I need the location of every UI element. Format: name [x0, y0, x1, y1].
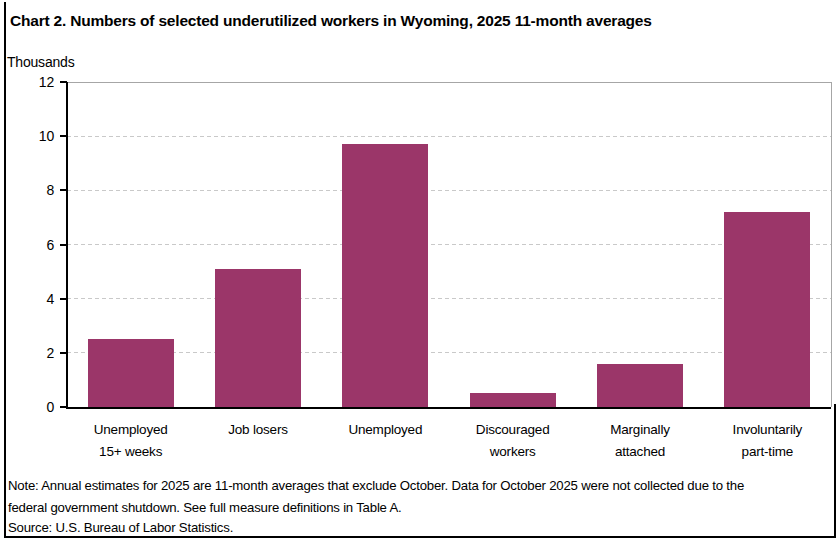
- plot-border-top: [67, 82, 831, 83]
- plot-border-right: [831, 82, 832, 407]
- gridline-8: [67, 190, 831, 191]
- bar-discouraged-workers: [470, 393, 556, 407]
- x-axis-label-marginally-attached: Marginallyattached: [569, 419, 710, 463]
- x-axis-label-line: Unemployed: [315, 419, 456, 441]
- x-axis-label-line: Job losers: [187, 419, 328, 441]
- x-axis-label-line: part-time: [697, 441, 836, 463]
- bar-unemployed: [342, 144, 428, 407]
- x-axis-label-line: Involuntarily: [697, 419, 836, 441]
- x-axis-label-discouraged-workers: Discouragedworkers: [442, 419, 583, 463]
- gridline-2: [67, 352, 831, 353]
- x-axis-label-involuntarily-part-time: Involuntarilypart-time: [697, 419, 836, 463]
- y-tick-label-2: 2: [6, 344, 54, 362]
- x-axis-label-unemployed: Unemployed: [315, 419, 456, 441]
- bar-marginally-attached: [597, 364, 683, 407]
- x-axis-label-unemployed-15-weeks: Unemployed15+ weeks: [60, 419, 201, 463]
- x-axis-label-line: workers: [442, 441, 583, 463]
- y-tick-label-6: 6: [6, 236, 54, 254]
- gridline-10: [67, 136, 831, 137]
- bar-involuntarily-part-time: [724, 212, 810, 407]
- gridline-6: [67, 244, 831, 245]
- source-text: Source: U.S. Bureau of Labor Statistics.: [8, 519, 786, 537]
- x-axis-label-line: Discouraged: [442, 419, 583, 441]
- x-axis-label-line: Marginally: [569, 419, 710, 441]
- x-axis-label-line: Unemployed: [60, 419, 201, 441]
- y-tick-label-4: 4: [6, 290, 54, 308]
- note-text: Note: Annual estimates for 2025 are 11-m…: [8, 475, 786, 519]
- y-tick-label-12: 12: [6, 73, 54, 91]
- y-tick-label-10: 10: [6, 127, 54, 145]
- y-tick-label-0: 0: [6, 398, 54, 416]
- x-axis-line: [66, 407, 831, 409]
- y-tick-label-8: 8: [6, 181, 54, 199]
- bar-job-losers: [215, 269, 301, 407]
- x-axis-label-job-losers: Job losers: [187, 419, 328, 441]
- x-axis-label-line: attached: [569, 441, 710, 463]
- x-axis-label-line: 15+ weeks: [60, 441, 201, 463]
- plot-area: 024681012Unemployed15+ weeksJob losersUn…: [0, 0, 836, 538]
- chart-figure: Chart 2. Numbers of selected underutiliz…: [0, 0, 836, 538]
- y-axis-line: [66, 82, 68, 408]
- gridline-4: [67, 298, 831, 299]
- bar-unemployed-15-weeks: [88, 339, 174, 407]
